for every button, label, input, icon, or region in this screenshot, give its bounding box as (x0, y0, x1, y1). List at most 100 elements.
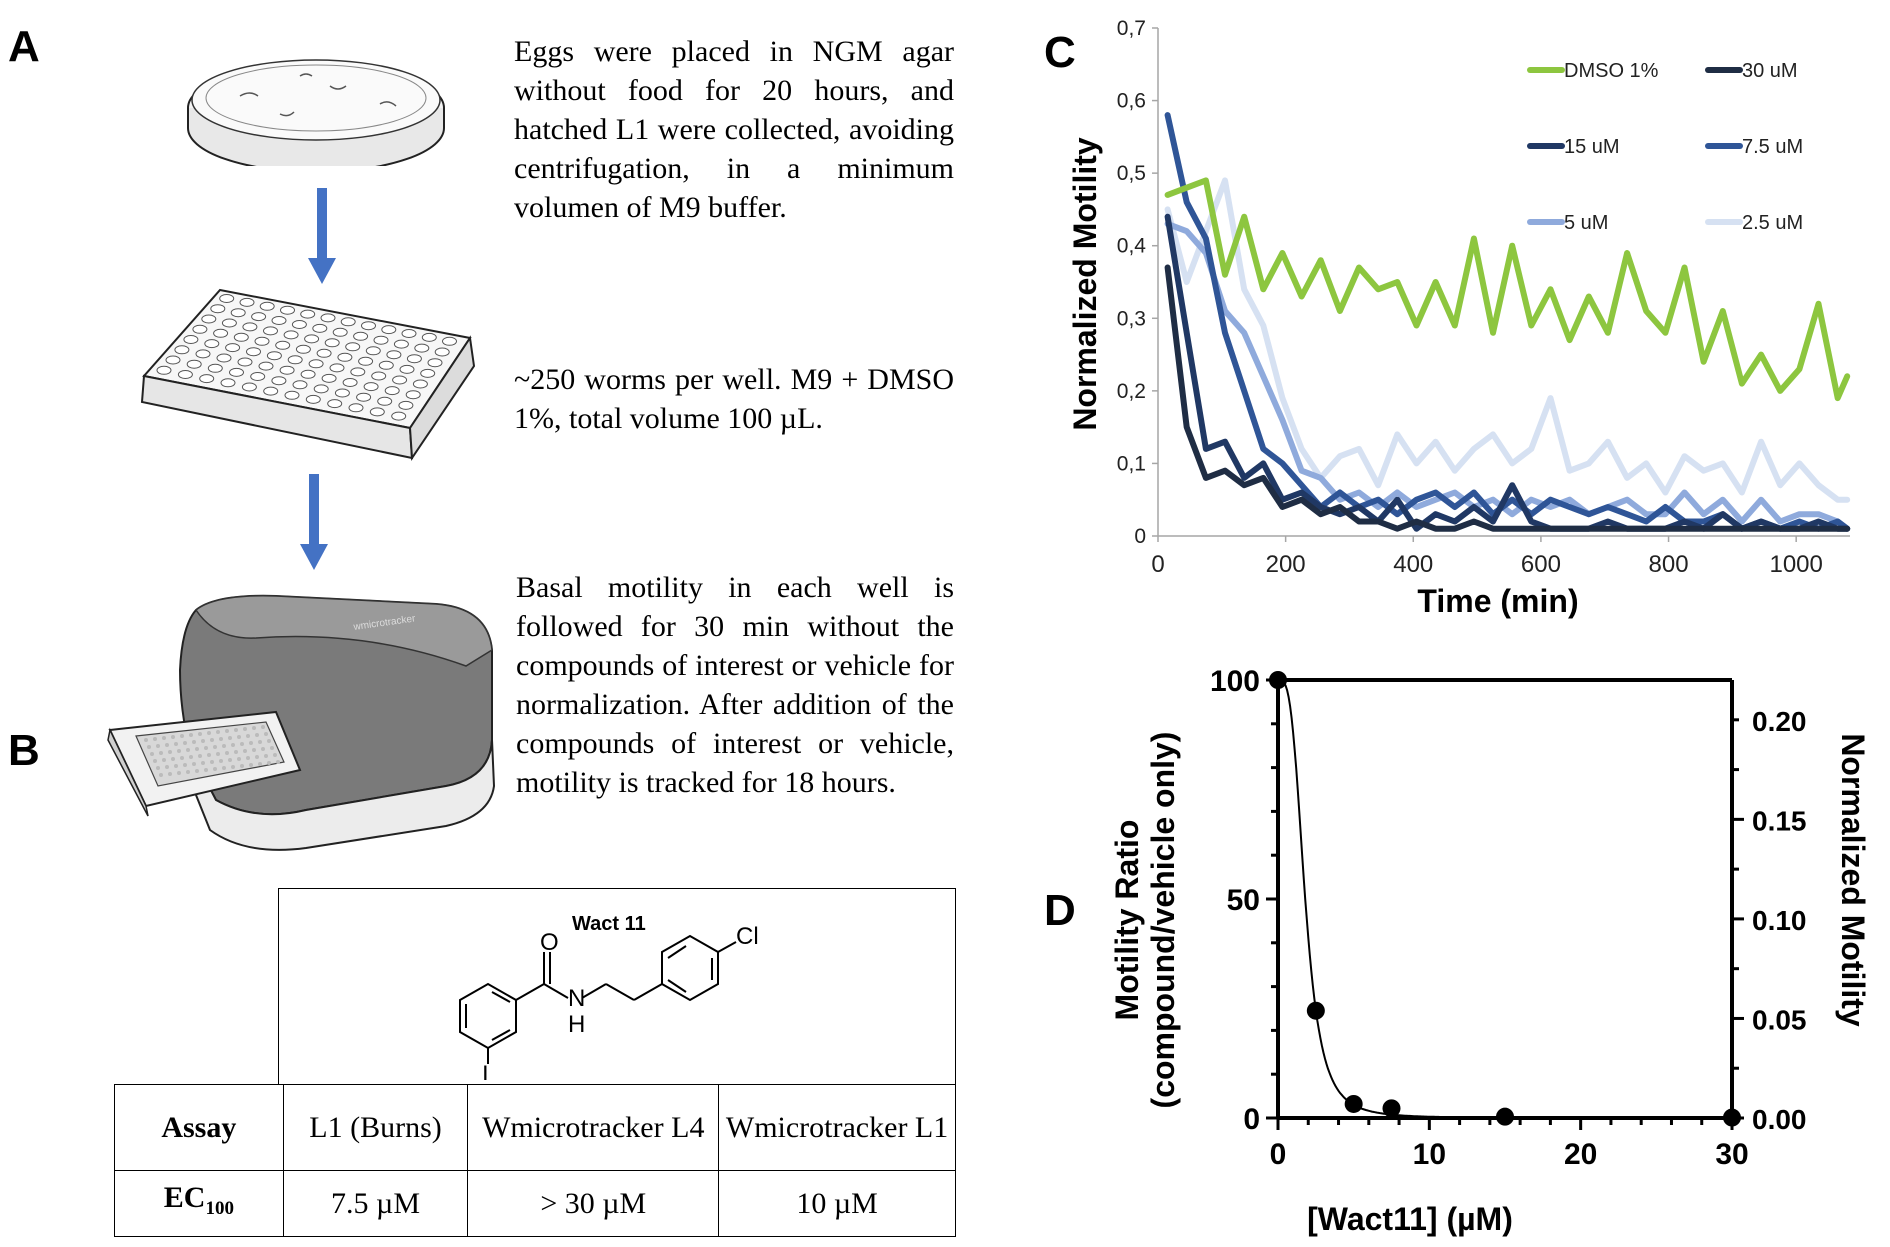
device-well (222, 766, 226, 770)
well (337, 352, 353, 362)
device-well (216, 730, 220, 734)
well (204, 339, 220, 349)
well (348, 403, 364, 413)
device-well (267, 739, 271, 743)
device-well (198, 754, 202, 758)
well (192, 324, 208, 334)
well (275, 340, 291, 350)
well (345, 342, 361, 352)
well (295, 344, 311, 354)
well (334, 388, 350, 398)
chart-d-x-tick-label: 0 (1270, 1138, 1287, 1171)
well (263, 326, 278, 336)
chart-d-y-tick-label: 50 (1227, 884, 1260, 917)
device-well (231, 743, 235, 747)
chart-c-y-tick-label: 0,6 (1117, 90, 1146, 113)
device-well (255, 733, 259, 737)
well (373, 335, 389, 345)
well (399, 364, 415, 374)
well (378, 360, 394, 370)
device-well (264, 732, 268, 736)
device-well (168, 750, 172, 754)
atom-cl: Cl (736, 923, 759, 950)
atom-h: H (568, 1011, 585, 1038)
chart-c-x-tick-label: 1000 (1769, 551, 1822, 578)
data-point (1306, 1001, 1325, 1020)
well (174, 345, 190, 355)
well (221, 318, 237, 328)
device-well (246, 756, 250, 760)
series-line-2-5-um (1164, 177, 1851, 503)
well (263, 386, 279, 396)
well (384, 386, 400, 396)
device-well (159, 773, 163, 777)
device-well (222, 744, 226, 748)
device-well (156, 766, 160, 770)
device-well (198, 732, 202, 736)
well (177, 370, 193, 379)
device-well (156, 744, 160, 748)
device-well (237, 757, 241, 761)
device-well (174, 742, 178, 746)
well (230, 308, 246, 318)
data-point (1269, 671, 1287, 689)
well (259, 301, 275, 311)
device-well (165, 743, 169, 747)
series-line-30-um (1164, 264, 1851, 532)
device-well (237, 735, 241, 739)
well (258, 361, 274, 371)
chart-c-x-tick-label: 0 (1151, 551, 1164, 578)
device-well (276, 760, 280, 764)
device-well (240, 742, 244, 746)
well (280, 305, 295, 315)
well (398, 400, 414, 410)
well (300, 309, 316, 319)
chart-d-x-axis-label: [Wact11] (µM) (1307, 1201, 1513, 1237)
chart-c-y-tick-label: 0,1 (1117, 452, 1146, 475)
well (312, 323, 328, 333)
cell-l1-burns: 7.5 µM (282, 1170, 469, 1237)
atom-n: N (568, 985, 585, 1012)
device-well (225, 729, 229, 733)
well (239, 297, 255, 307)
device-well (201, 739, 205, 743)
well (283, 330, 299, 340)
chart-c-y-tick-label: 0,7 (1117, 17, 1146, 40)
well (220, 378, 236, 388)
device-well (228, 758, 232, 762)
device-well (273, 753, 277, 757)
device-well (255, 755, 259, 759)
well (292, 380, 308, 390)
device-well (207, 731, 211, 735)
device-well (270, 746, 274, 750)
device-well (150, 752, 154, 756)
well (213, 328, 229, 338)
device-well (264, 754, 268, 758)
device-well (204, 746, 208, 750)
petri-dish-icon (187, 59, 445, 166)
well (420, 368, 436, 378)
well (361, 321, 376, 331)
device-well (162, 758, 166, 762)
panel-letter-c: C (1044, 28, 1076, 77)
well (427, 358, 443, 368)
cell-wmicrotracker-l1: 10 µM (718, 1170, 956, 1237)
chart-d-right-tick-label: 0.10 (1752, 905, 1807, 936)
device-well (249, 763, 253, 767)
legend-label: 7.5 uM (1742, 136, 1803, 158)
device-well (243, 749, 247, 753)
header-wmicrotracker-l4: Wmicrotracker L4 (467, 1084, 720, 1171)
row-label-ec100: EC100 (114, 1170, 284, 1237)
wact11-structure: Wact 11 O N H Cl I (459, 913, 759, 1080)
device-well (171, 757, 175, 761)
device-well (189, 733, 193, 737)
panel-letter-a: A (8, 22, 40, 71)
well (254, 336, 270, 346)
chart-d-y-axis-label: Motility Ratio (1109, 820, 1145, 1021)
series-line-dmso-1- (1164, 177, 1851, 402)
well (414, 343, 430, 353)
device-well (207, 753, 211, 757)
legend-label: 2.5 uM (1742, 212, 1803, 234)
device-well (183, 763, 187, 767)
well (329, 363, 345, 373)
